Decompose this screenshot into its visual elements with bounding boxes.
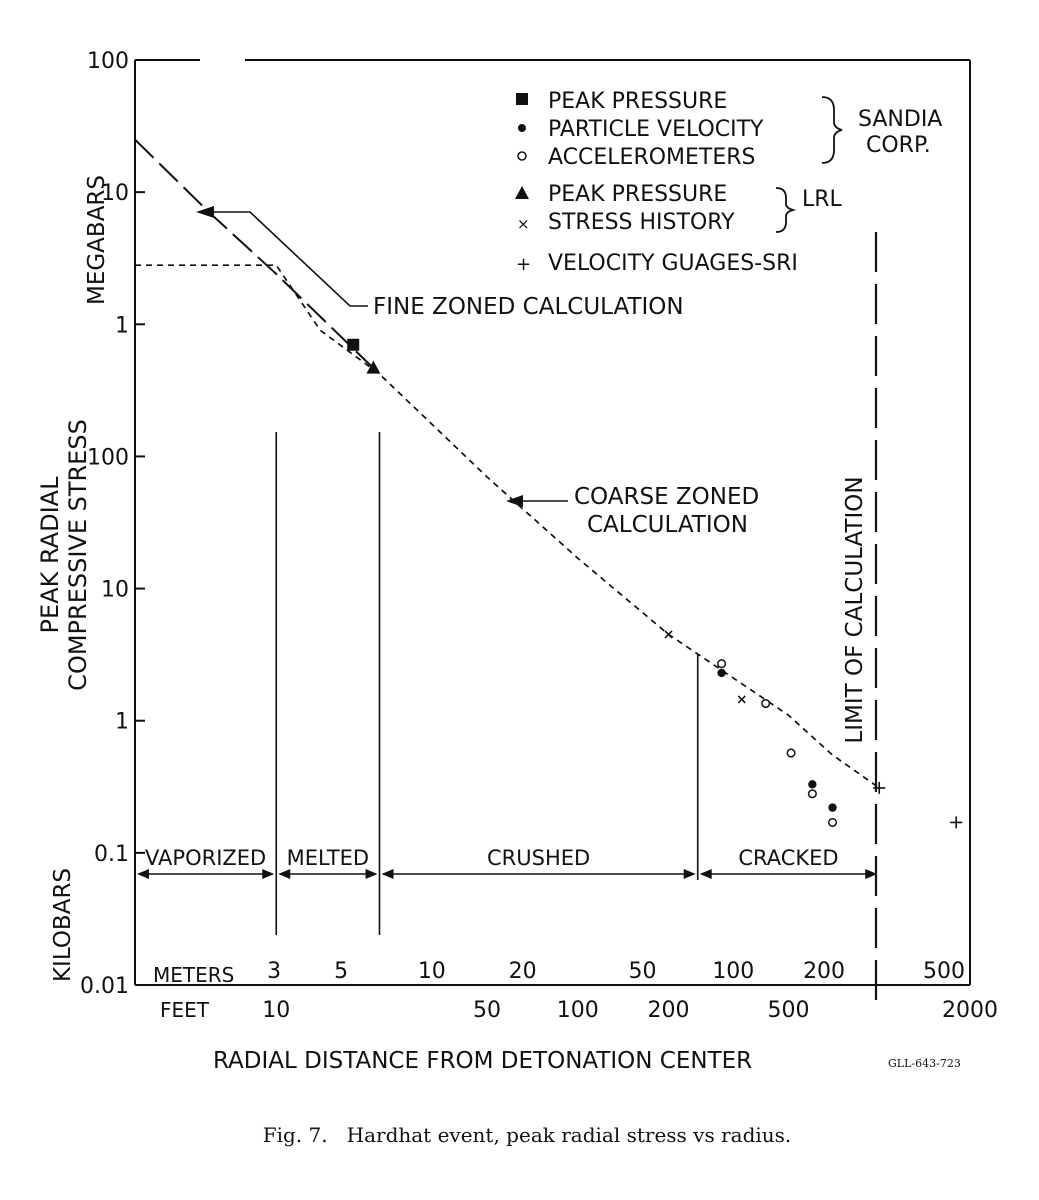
material-zones: VAPORIZED MELTED CRUSHED CRACKED <box>137 432 878 935</box>
legend-label-velocity-gauges: VELOCITY GUAGES-SRI <box>548 251 798 276</box>
y-unit-megabars: MEGABARS <box>84 175 110 305</box>
legend-group-sandia-line1: SANDIA <box>858 107 942 132</box>
y-tick-label-4: 10 <box>101 578 129 603</box>
point-lrl-stress-history-1 <box>737 695 746 704</box>
plot-frame <box>134 59 971 986</box>
zone-arrowhead-left-melted <box>278 869 291 879</box>
x-tick-label-meters-50: 50 <box>629 959 657 984</box>
y-axis-ticks: 100 10 1 100 10 1 0.1 0.01 <box>80 49 145 999</box>
x-axis-label: RADIAL DISTANCE FROM DETONATION CENTER <box>213 1048 752 1074</box>
y-tick-label-6: 0.1 <box>94 842 129 867</box>
x-tick-label-meters-10: 10 <box>418 959 446 984</box>
legend-marker-particle-velocity <box>518 124 526 132</box>
fine-zoned-leader <box>200 211 368 307</box>
point-sandia-corp-peak-pressure-0 <box>347 338 360 351</box>
legend: PEAK PRESSURE PARTICLE VELOCITY ACCELERO… <box>515 89 942 276</box>
y-tick-label-5: 1 <box>115 710 129 735</box>
zone-arrowhead-right-vaporized <box>262 869 275 879</box>
point-sandia-corp-particle-velocity-0 <box>717 668 726 678</box>
legend-brace-sandia <box>821 96 843 164</box>
x-tick-label-meters-5: 5 <box>334 959 348 984</box>
y-axis-label-line2: COMPRESSIVE STRESS <box>64 419 92 691</box>
y-tick-label-0: 100 <box>87 49 129 74</box>
zone-label-crushed: CRUSHED <box>487 846 590 870</box>
legend-marker-peak-pressure-sandia <box>516 93 528 105</box>
point-sandia-corp-accelerometers-0 <box>717 659 727 669</box>
x-tick-label-meters-100: 100 <box>712 959 754 984</box>
legend-label-peak-pressure-lrl: PEAK PRESSURE <box>548 182 727 207</box>
point-sandia-corp-particle-velocity-1 <box>808 780 817 789</box>
zone-label-cracked: CRACKED <box>738 846 838 870</box>
y-tick-label-2: 1 <box>115 313 129 338</box>
annotation-coarse-zoned: COARSE ZONED CALCULATION <box>506 484 759 538</box>
legend-group-sandia-line2: CORP. <box>866 133 931 158</box>
x-tick-label-meters-200: 200 <box>803 959 845 984</box>
calculation-curves <box>134 138 880 789</box>
x-tick-label-feet-50: 50 <box>473 998 501 1023</box>
feet-label: FEET <box>160 998 210 1022</box>
x-tick-label-meters-3: 3 <box>267 959 281 984</box>
y-unit-kilobars: KILOBARS <box>50 868 76 982</box>
x-tick-label-feet-10: 10 <box>262 998 290 1023</box>
legend-marker-accelerometers <box>517 151 527 161</box>
x-tick-label-meters-500: 500 <box>923 959 965 984</box>
legend-marker-stress-history: × <box>517 215 530 233</box>
zone-arrowhead-right-crushed <box>683 869 696 879</box>
y-tick-label-7: 0.01 <box>80 974 129 999</box>
x-tick-label-feet-100: 100 <box>557 998 599 1023</box>
annotation-limit: LIMIT OF CALCULATION <box>842 232 878 1012</box>
point-sandia-corp-accelerometers-1 <box>761 698 771 709</box>
point-lrl-peak-pressure-0 <box>366 360 381 374</box>
curve-fine-zoned-calculation <box>134 138 381 375</box>
curve-coarse-zoned-calculation <box>135 264 880 789</box>
legend-label-stress-history: STRESS HISTORY <box>548 210 735 235</box>
coarse-zoned-label-line2: CALCULATION <box>587 512 748 538</box>
point-sandia-corp-accelerometers-3 <box>807 789 817 799</box>
zone-arrowhead-left-cracked <box>699 869 712 879</box>
legend-marker-velocity-gauges: + <box>516 254 531 275</box>
zone-label-melted: MELTED <box>287 846 369 870</box>
point-lrl-stress-history-0 <box>664 630 673 639</box>
x-tick-label-meters-20: 20 <box>509 959 537 984</box>
legend-brace-lrl <box>775 187 797 233</box>
figure-caption: Fig. 7. Hardhat event, peak radial stres… <box>263 1123 792 1147</box>
x-tick-label-feet-2000: 2000 <box>942 998 998 1023</box>
zone-label-vaporized: VAPORIZED <box>145 846 266 870</box>
legend-marker-peak-pressure-lrl <box>515 186 529 199</box>
coarse-zoned-arrowhead <box>506 495 523 507</box>
zone-arrowhead-right-melted <box>365 869 378 879</box>
x-tick-label-feet-500: 500 <box>767 998 809 1023</box>
y-tick-label-1: 10 <box>101 181 129 206</box>
point-sandia-corp-accelerometers-4 <box>827 817 838 827</box>
annotation-fine-zoned: FINE ZONED CALCULATION <box>196 206 684 320</box>
zone-arrowhead-left-crushed <box>381 869 394 879</box>
point-sandia-corp-particle-velocity-2 <box>828 803 837 812</box>
fine-zoned-arrowhead <box>196 206 214 218</box>
legend-label-peak-pressure-sandia: PEAK PRESSURE <box>548 89 727 114</box>
meters-label: METERS <box>153 963 234 987</box>
x-axis-ticks: 10 50 100 200 500 2000 3 5 10 20 50 100 200 500 <box>262 959 998 1023</box>
legend-label-accelerometers: ACCELEROMETERS <box>548 145 756 170</box>
y-tick-label-3: 100 <box>87 445 129 470</box>
limit-of-calculation-label: LIMIT OF CALCULATION <box>842 476 868 743</box>
y-axis-label-line1: PEAK RADIAL <box>36 476 64 634</box>
point-sandia-corp-accelerometers-2 <box>786 748 796 758</box>
x-tick-label-feet-200: 200 <box>648 998 690 1023</box>
fine-zoned-label: FINE ZONED CALCULATION <box>373 294 684 320</box>
legend-label-particle-velocity: PARTICLE VELOCITY <box>548 117 764 142</box>
zone-arrowhead-right-cracked <box>865 869 878 879</box>
measured-points <box>347 338 963 829</box>
point-sri-velocity-guages-sri-1 <box>950 816 963 829</box>
figure-code: GLL-643-723 <box>888 1057 961 1070</box>
zone-arrowhead-left-vaporized <box>137 869 149 879</box>
coarse-zoned-label-line1: COARSE ZONED <box>574 484 759 510</box>
legend-group-lrl: LRL <box>802 187 843 212</box>
